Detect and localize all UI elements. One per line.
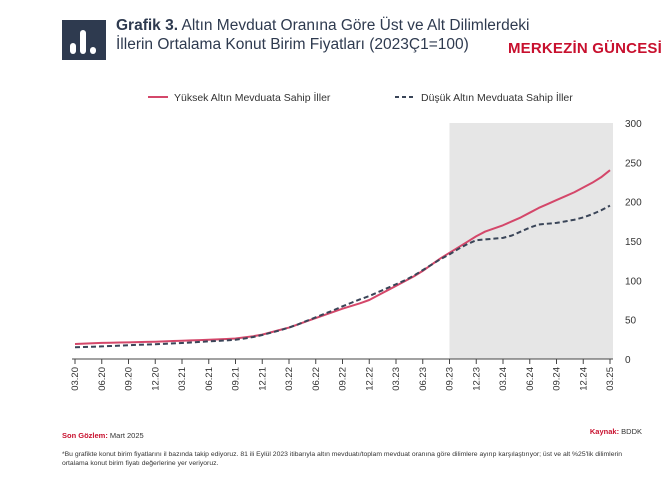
title-bold: Grafik 3. (116, 17, 179, 34)
source: Kaynak: BDDK (590, 427, 642, 436)
series-line-low-gold (74, 204, 611, 349)
last-observation-label: Son Gözlem: (62, 431, 108, 440)
source-value: BDDK (619, 427, 642, 436)
y-tick-label: 250 (625, 158, 642, 169)
chart-header: Grafik 3. Altın Mevduat Oranına Göre Üst… (62, 14, 662, 66)
bar-chart-icon (62, 20, 106, 60)
title-line2: İllerin Ortalama Konut Birim Fiyatları (… (116, 36, 469, 53)
x-tick-label: 03.21 (177, 367, 188, 391)
brand-logo: MERKEZİN GÜNCESİ (507, 40, 662, 57)
y-tick-label: 200 (625, 198, 642, 209)
x-tick-label: 12.20 (150, 367, 161, 391)
x-tick-label: 09.20 (124, 367, 135, 391)
y-tick-label: 300 (625, 119, 642, 130)
legend-low-gold-label: Düşük Altın Mevduata Sahip İller (421, 91, 573, 104)
x-tick-label: 12.23 (471, 367, 482, 391)
x-tick-label: 12.24 (578, 367, 589, 391)
x-tick-label: 12.22 (364, 367, 375, 391)
y-tick-label: 100 (625, 276, 642, 287)
legend-high-gold-label: Yüksek Altın Mevduata Sahip İller (174, 91, 331, 104)
x-tick-label: 09.23 (445, 367, 456, 391)
last-observation: Son Gözlem: Mart 2025 (62, 431, 144, 440)
x-tick-label: 06.22 (311, 367, 322, 391)
x-tick-label: 09.24 (552, 367, 563, 391)
x-tick-label: 03.25 (605, 367, 616, 391)
y-tick-label: 150 (625, 237, 642, 248)
chart-title: Grafik 3. Altın Mevduat Oranına Göre Üst… (116, 16, 530, 54)
source-label: Kaynak: (589, 427, 620, 436)
x-tick-label: 06.24 (525, 367, 536, 391)
x-tick-label: 06.20 (97, 367, 108, 391)
last-observation-value: Mart 2025 (107, 431, 144, 440)
shaded-forecast-region (449, 123, 613, 359)
x-tick-label: 09.22 (338, 367, 349, 391)
x-tick-label: 03.22 (284, 367, 295, 391)
x-tick-label: 12.21 (257, 367, 268, 391)
x-tick-label: 03.20 (70, 367, 81, 391)
series-line-high-gold (74, 169, 611, 346)
x-tick-label: 03.23 (391, 367, 402, 391)
x-tick-label: 06.23 (418, 367, 429, 391)
x-tick-label: 06.21 (204, 367, 215, 391)
x-tick-label: 09.21 (231, 367, 242, 391)
footnote: *Bu grafikte konut birim fiyatlarını il … (62, 451, 623, 467)
y-tick-label: 50 (625, 316, 637, 327)
y-tick-label: 0 (625, 355, 631, 366)
title-line1: Altın Mevduat Oranına Göre Üst ve Alt Di… (178, 17, 530, 34)
x-tick-label: 03.24 (498, 367, 509, 391)
